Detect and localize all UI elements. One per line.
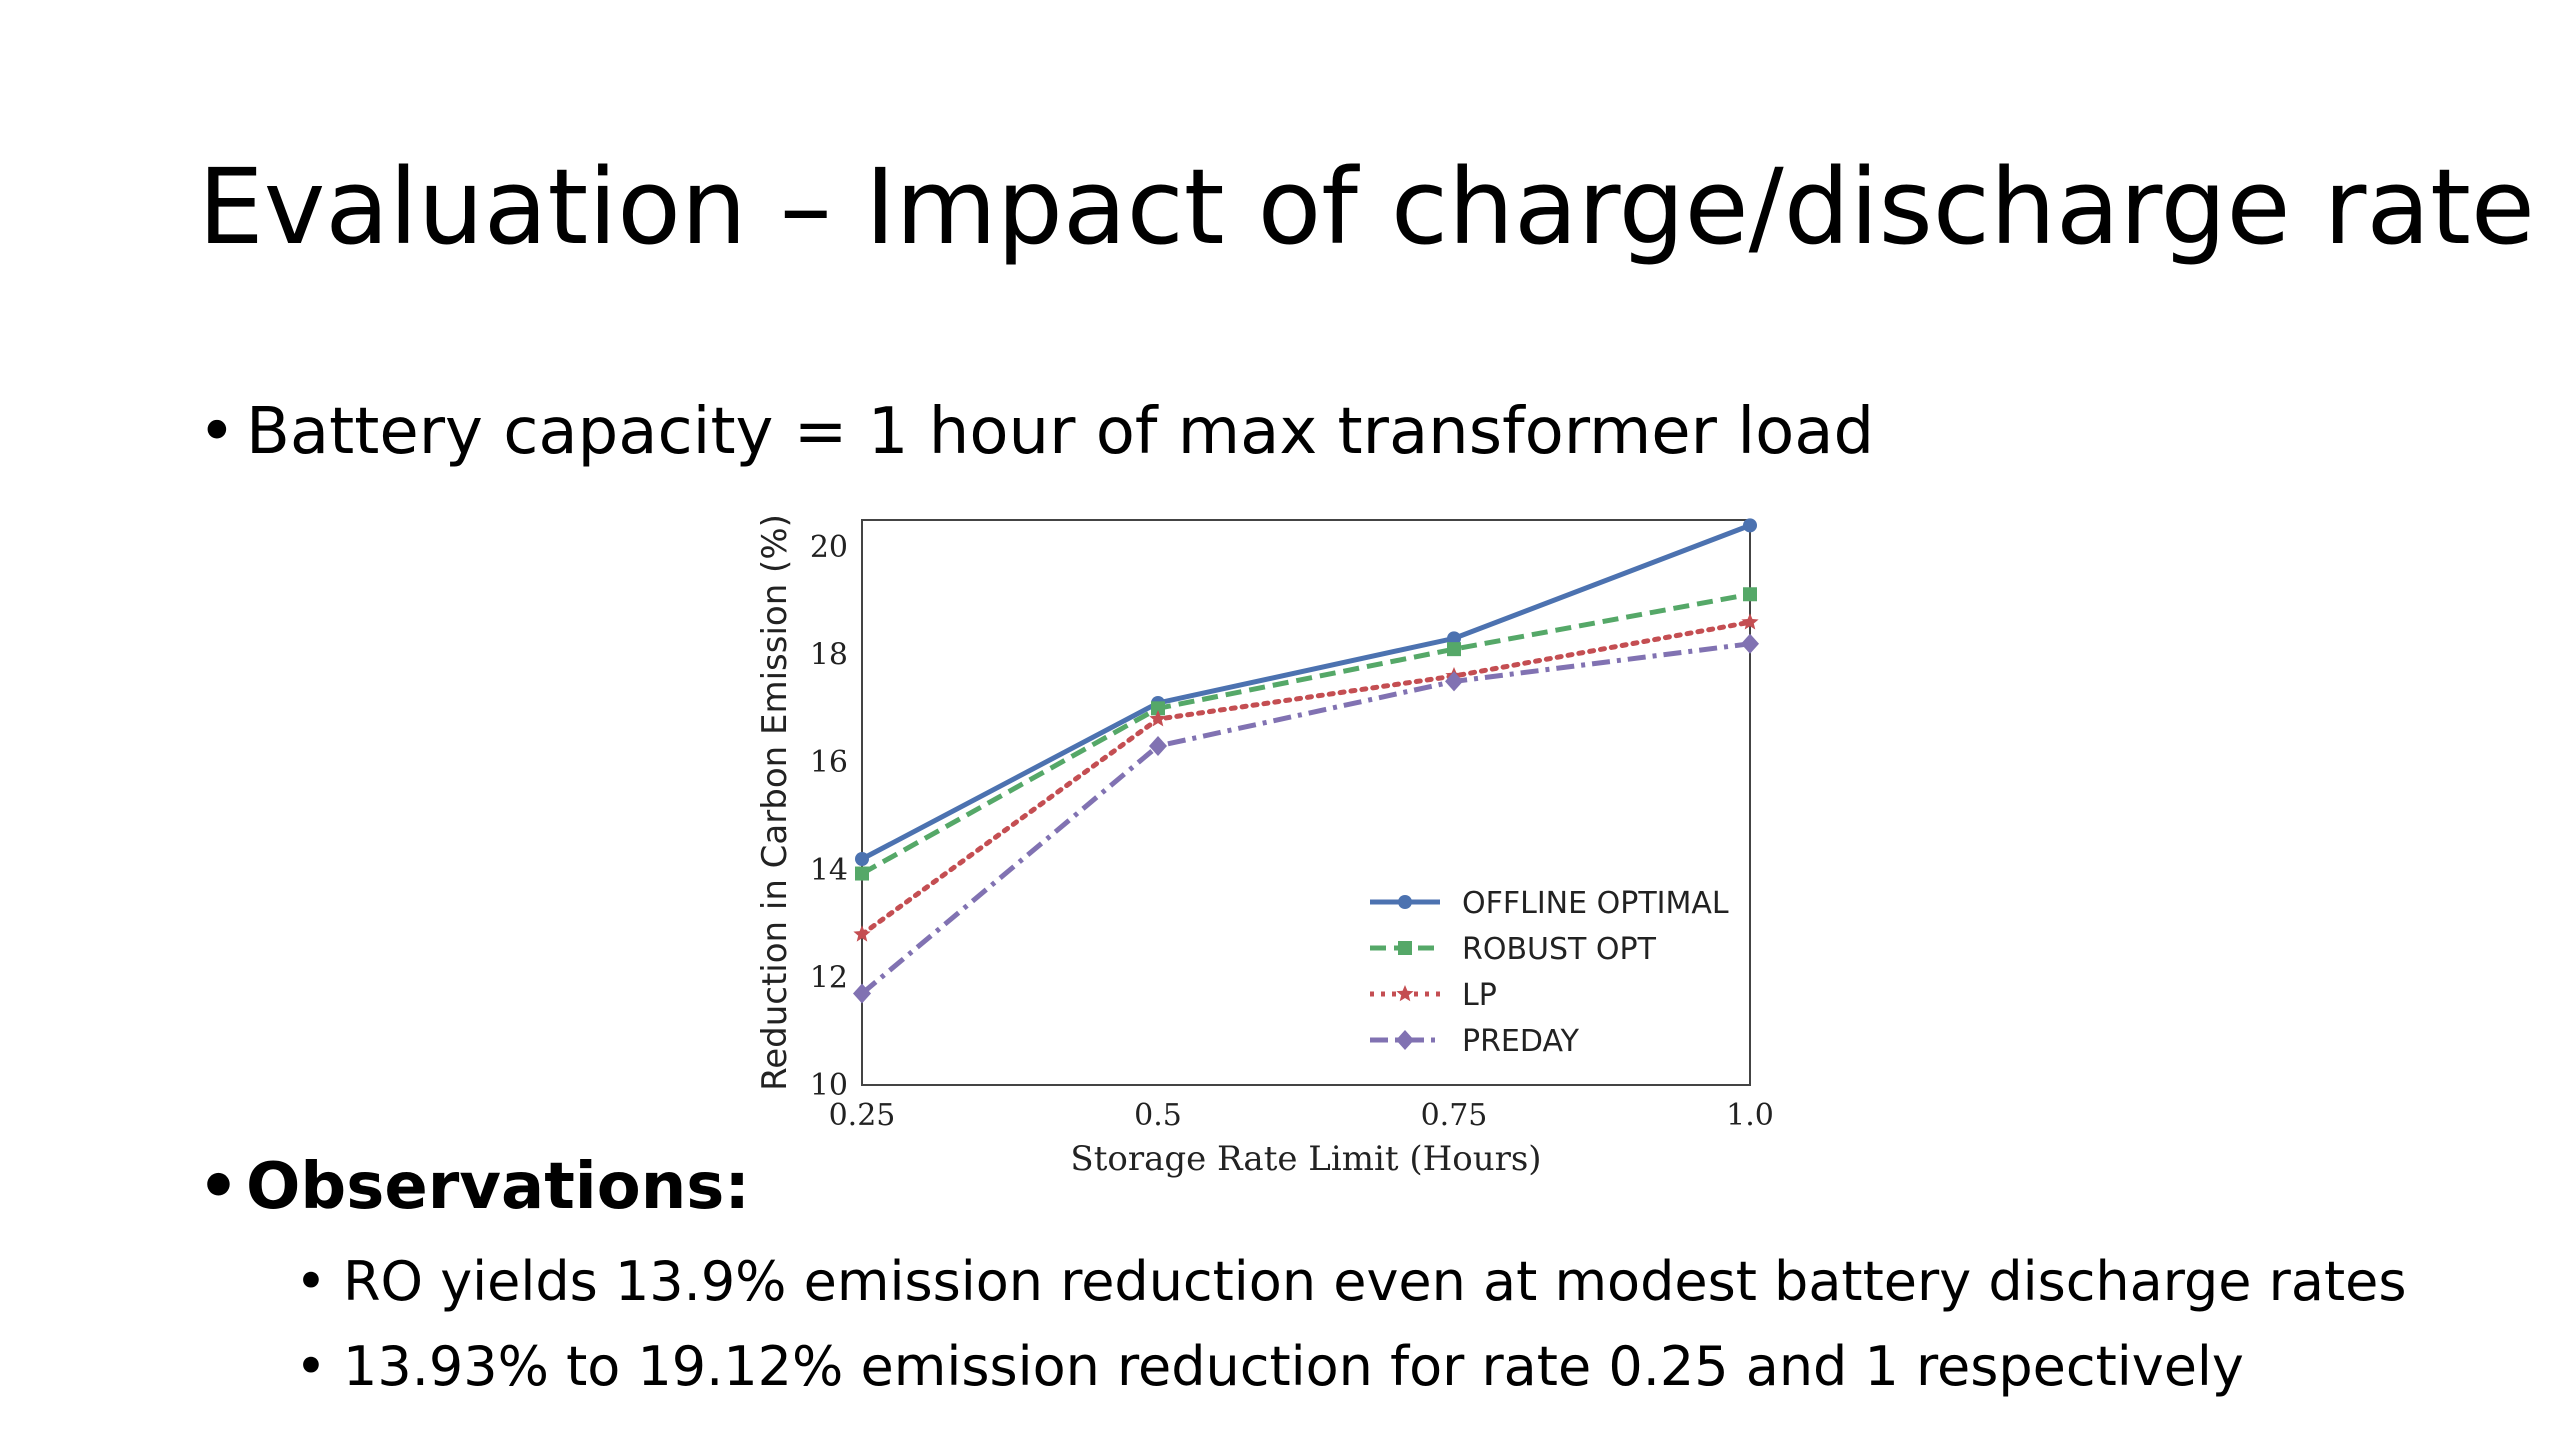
y-axis-label: Reduction in Carbon Emission (%) <box>755 514 795 1091</box>
data-point-robust-opt <box>855 866 869 881</box>
legend-marker-lp <box>1396 985 1414 1002</box>
bullet-glyph: • <box>198 395 236 469</box>
legend-label-robust-opt: ROBUST OPT <box>1462 932 1657 967</box>
y-tick-label: 14 <box>810 853 848 888</box>
y-tick-label: 20 <box>810 530 848 565</box>
data-point-preday <box>1149 736 1167 756</box>
data-point-robust-opt <box>1743 587 1757 602</box>
data-point-lp <box>1741 613 1759 630</box>
series-line-robust-opt <box>860 591 1751 876</box>
bullet-glyph: • <box>198 1150 239 1224</box>
data-point-preday <box>1741 633 1759 654</box>
series-line-offline-optimal <box>860 523 1751 862</box>
legend-marker-offline-optimal <box>1398 895 1412 909</box>
data-point-robust-opt <box>1447 642 1461 657</box>
sub-bullet-text: RO yields 13.9% emission reduction even … <box>343 1250 2407 1313</box>
sub-bullet-ro-yields: • RO yields 13.9% emission reduction even… <box>295 1250 2406 1313</box>
x-tick-label: 0.5 <box>1134 1098 1182 1133</box>
plot-frame <box>861 519 1751 1086</box>
data-point-preday <box>1445 671 1463 692</box>
y-tick-label: 10 <box>810 1068 848 1103</box>
x-tick-label: 0.75 <box>1421 1098 1488 1133</box>
data-point-preday <box>853 983 871 1004</box>
series-line-lp <box>859 619 1753 937</box>
legend-marker-preday <box>1396 1030 1414 1050</box>
sub-bullet-range: • 13.93% to 19.12% emission reduction for… <box>295 1335 2244 1398</box>
data-point-robust-opt <box>1151 701 1165 716</box>
legend-label-lp: LP <box>1462 978 1497 1013</box>
data-point-lp <box>853 925 871 942</box>
bullet-observations: • Observations: <box>198 1150 750 1224</box>
legend-label-offline-optimal: OFFLINE OPTIMAL <box>1462 886 1729 921</box>
y-tick-label: 12 <box>810 960 848 995</box>
data-point-offline-optimal <box>855 852 869 866</box>
legend-label-preday: PREDAY <box>1462 1024 1580 1059</box>
legend-marker-robust-opt <box>1398 941 1412 955</box>
data-point-offline-optimal <box>1743 518 1757 533</box>
data-point-lp <box>1149 710 1167 727</box>
x-tick-label: 0.25 <box>829 1098 896 1133</box>
y-tick-label: 16 <box>810 745 848 780</box>
x-axis-label: Storage Rate Limit (Hours) <box>1070 1139 1541 1179</box>
sub-bullet-text: 13.93% to 19.12% emission reduction for … <box>343 1335 2244 1398</box>
emission-reduction-chart: 10 12 14 16 18 20 0.25 0.5 0.75 1.0 Storage Rate L… <box>755 514 1774 1179</box>
slide-title: Evaluation – Impact of charge/discharge … <box>198 146 2535 268</box>
series-line-preday <box>860 641 1751 996</box>
bullet-glyph: • <box>295 1250 327 1313</box>
y-tick-label: 18 <box>810 638 848 673</box>
data-point-offline-optimal <box>1447 631 1461 646</box>
x-tick-label: 1.0 <box>1726 1098 1774 1133</box>
bullet-text: Observations: <box>246 1150 750 1224</box>
bullet-glyph: • <box>295 1335 327 1398</box>
bullet-text: Battery capacity = 1 hour of max transfo… <box>246 395 1875 469</box>
bullet-battery-capacity: • Battery capacity = 1 hour of max transf… <box>198 395 1874 469</box>
